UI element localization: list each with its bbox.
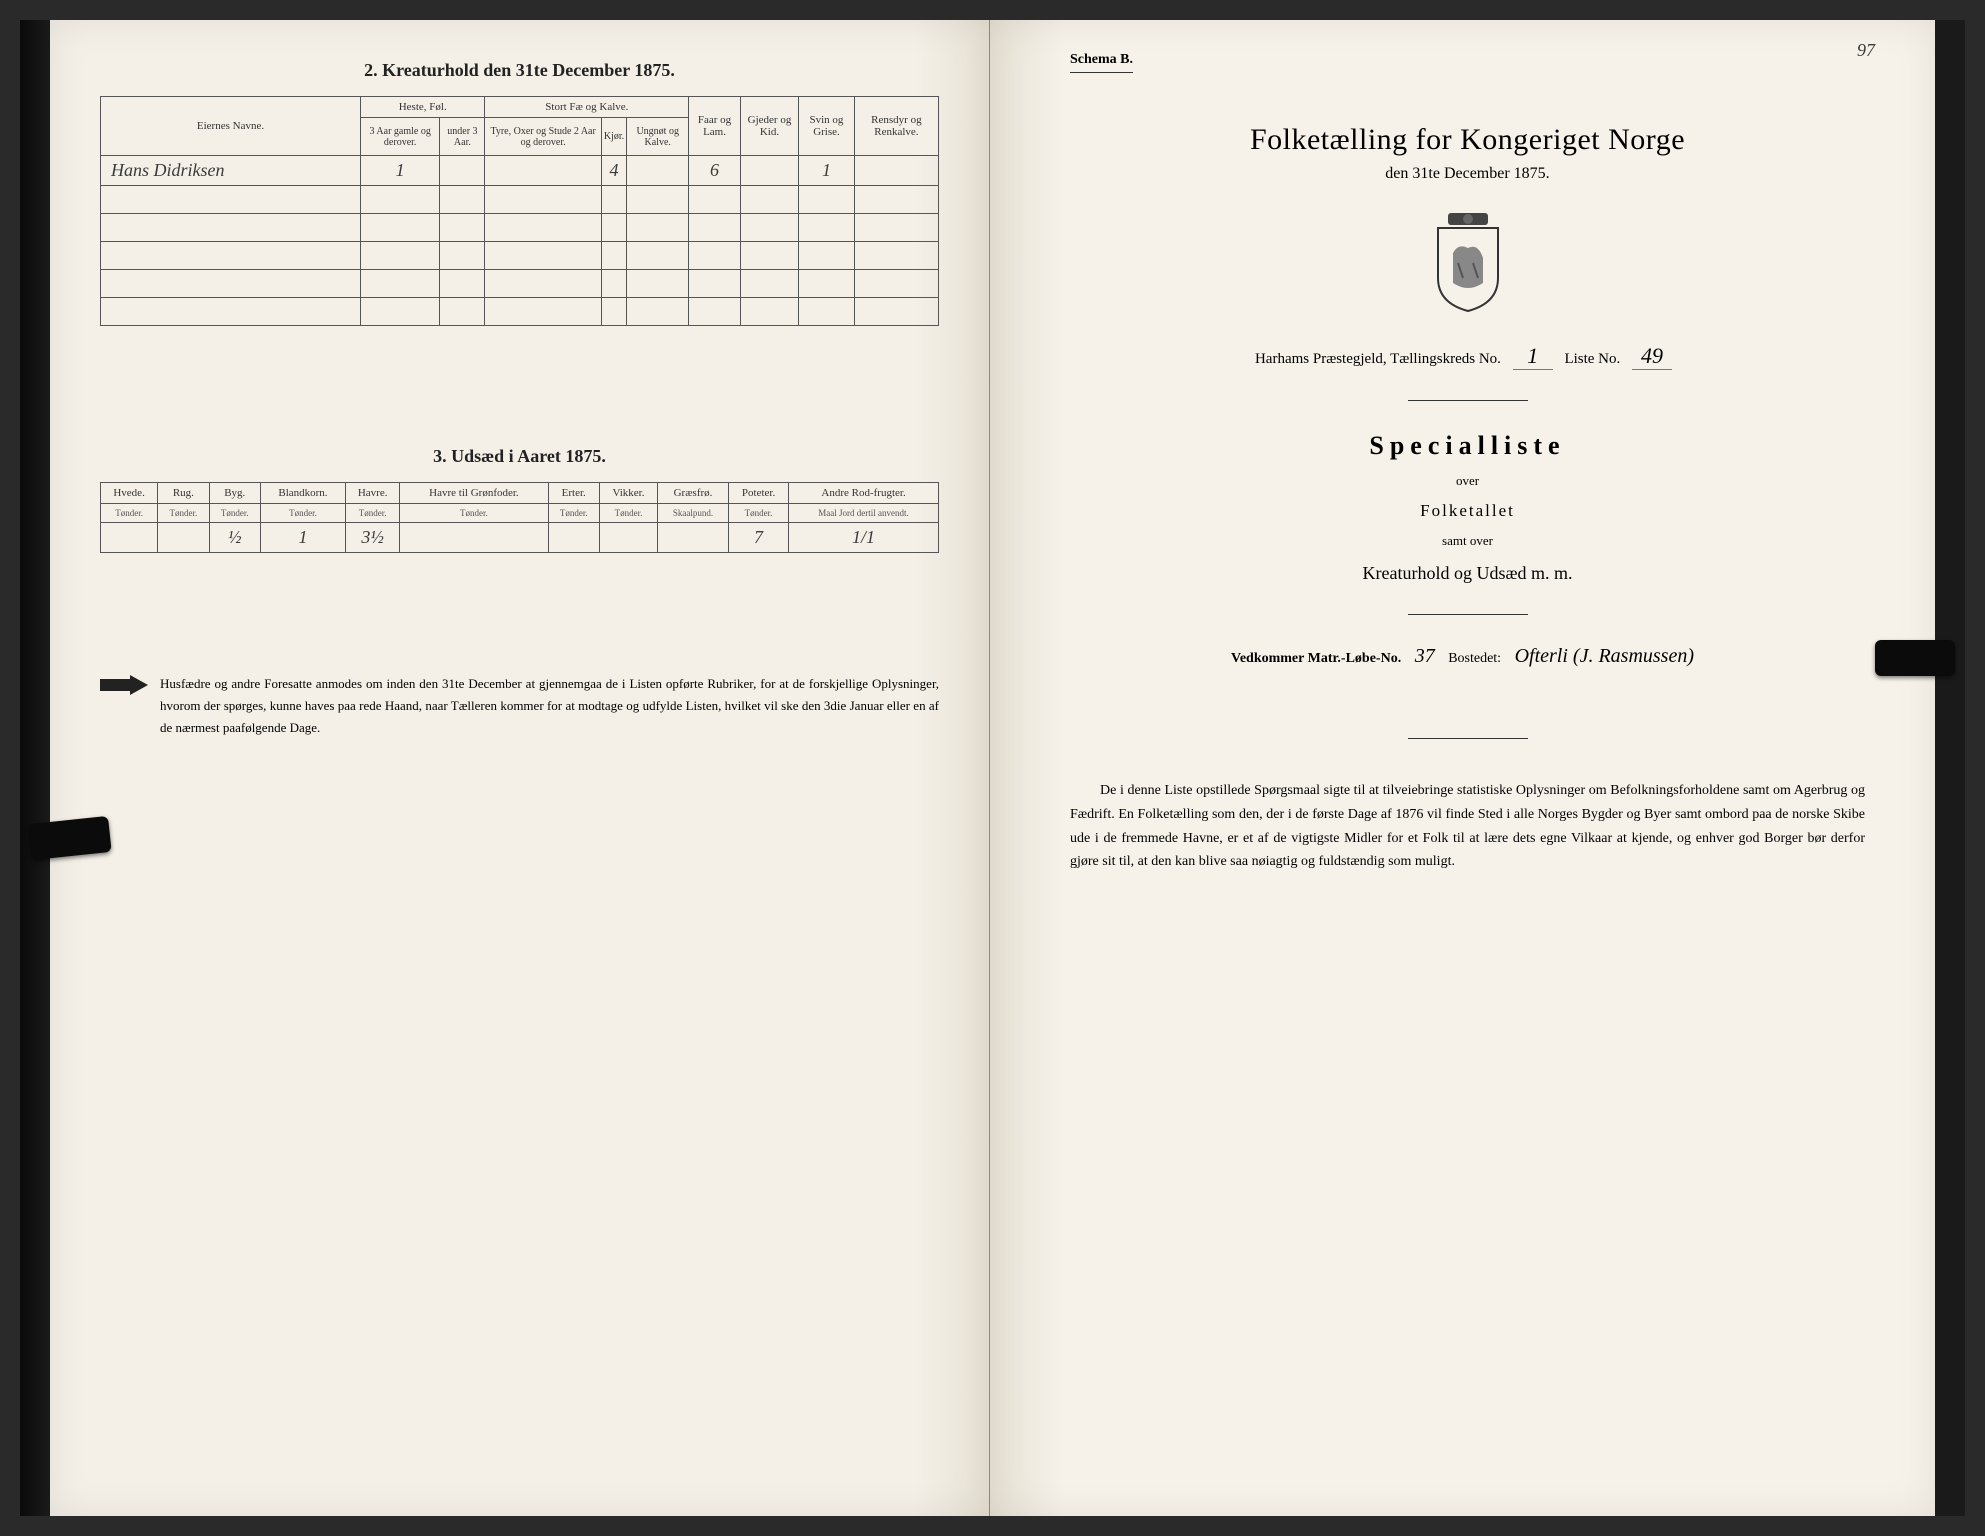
col-eiernes-navne: Eiernes Navne.	[101, 97, 361, 156]
sub-c1: Tyre, Oxer og Stude 2 Aar og derover.	[485, 118, 601, 156]
col-havregron: Havre til Grønfoder.	[400, 483, 548, 504]
col-bland: Blandkorn.	[260, 483, 345, 504]
meta-prefix: Harhams Præstegjeld, Tællingskreds No.	[1255, 351, 1501, 367]
cell-c2: 4	[601, 156, 626, 186]
vedkommer-label1: Vedkommer Matr.-Løbe-No.	[1231, 651, 1401, 666]
unit: Tønder.	[260, 504, 345, 523]
section2-title: 2. Kreaturhold den 31te December 1875.	[100, 60, 939, 81]
cell-hvede	[101, 523, 158, 553]
cell-h1: 1	[361, 156, 440, 186]
unit: Tønder.	[400, 504, 548, 523]
cell-havre: 3½	[345, 523, 399, 553]
cell-sheep: 6	[689, 156, 741, 186]
subtitle-date: den 31te December 1875.	[1070, 165, 1865, 183]
cell-c3	[627, 156, 689, 186]
meta-line: Harhams Præstegjeld, Tællingskreds No. 1…	[1070, 343, 1865, 370]
cell-h2	[440, 156, 485, 186]
table-row: Hans Didriksen 1 4 6 1	[101, 156, 939, 186]
left-page: 2. Kreaturhold den 31te December 1875. E…	[50, 20, 990, 1516]
unit: Tønder.	[101, 504, 158, 523]
kreds-number: 1	[1513, 343, 1553, 370]
pointing-hand-icon	[100, 675, 148, 695]
specialliste-title: Specialliste	[1070, 431, 1865, 461]
folketallet-label: Folketallet	[1070, 501, 1865, 521]
cell-rug	[158, 523, 209, 553]
footer-instructions: Husfædre og andre Foresatte anmodes om i…	[100, 673, 939, 739]
cell-havregron	[400, 523, 548, 553]
bostedet-label: Bostedet:	[1448, 651, 1501, 666]
kreaturhold-table: Eiernes Navne. Heste, Føl. Stort Fæ og K…	[100, 96, 939, 326]
unit: Tønder.	[345, 504, 399, 523]
explanatory-paragraph: De i denne Liste opstillede Spørgsmaal s…	[1070, 779, 1865, 874]
col-graes: Græsfrø.	[658, 483, 729, 504]
divider	[1408, 738, 1528, 739]
cell-c1	[485, 156, 601, 186]
sub-h1: 3 Aar gamle og derover.	[361, 118, 440, 156]
table-row: ½ 1 3½ 7 1/1	[101, 523, 939, 553]
right-page: 97 Schema B. Folketælling for Kongeriget…	[990, 20, 1935, 1516]
unit: Tønder.	[209, 504, 260, 523]
col-rensdyr: Rensdyr og Renkalve.	[854, 97, 938, 156]
unit: Maal Jord dertil anvendt.	[789, 504, 939, 523]
book-spine	[20, 20, 50, 1516]
coat-of-arms-icon	[1428, 213, 1508, 313]
samt-label: samt over	[1070, 533, 1865, 549]
cell-vikker	[599, 523, 657, 553]
binder-clip-left	[28, 816, 111, 860]
matr-lobe-no: 37	[1415, 645, 1435, 667]
footer-text: Husfædre og andre Foresatte anmodes om i…	[160, 676, 939, 735]
book-spread: 2. Kreaturhold den 31te December 1875. E…	[20, 20, 1965, 1516]
liste-label: Liste No.	[1564, 351, 1620, 367]
cell-andre: 1/1	[789, 523, 939, 553]
sub-c2: Kjør.	[601, 118, 626, 156]
unit: Skaalpund.	[658, 504, 729, 523]
cell-graes	[658, 523, 729, 553]
udsaed-table: Hvede. Rug. Byg. Blandkorn. Havre. Havre…	[100, 482, 939, 553]
cell-byg: ½	[209, 523, 260, 553]
liste-number: 49	[1632, 343, 1672, 370]
cell-goats	[740, 156, 798, 186]
section3-title: 3. Udsæd i Aaret 1875.	[100, 446, 939, 467]
col-poteter: Poteter.	[729, 483, 789, 504]
kreatur-label: Kreaturhold og Udsæd m. m.	[1070, 563, 1865, 584]
col-heste: Heste, Føl.	[361, 97, 485, 118]
owner-name: Hans Didriksen	[101, 156, 361, 186]
col-gjeder: Gjeder og Kid.	[740, 97, 798, 156]
schema-label: Schema B.	[1070, 52, 1133, 73]
col-rug: Rug.	[158, 483, 209, 504]
cell-pigs: 1	[799, 156, 855, 186]
page-number: 97	[1857, 40, 1875, 61]
col-stortfae: Stort Fæ og Kalve.	[485, 97, 689, 118]
cell-erter	[548, 523, 599, 553]
col-svin: Svin og Grise.	[799, 97, 855, 156]
unit: Tønder.	[548, 504, 599, 523]
over-label: over	[1070, 473, 1865, 489]
unit: Tønder.	[158, 504, 209, 523]
cell-bland: 1	[260, 523, 345, 553]
cell-poteter: 7	[729, 523, 789, 553]
main-title: Folketælling for Kongeriget Norge	[1070, 123, 1865, 157]
cell-reindeer	[854, 156, 938, 186]
col-havre: Havre.	[345, 483, 399, 504]
vedkommer-line: Vedkommer Matr.-Løbe-No. 37 Bostedet: Of…	[1070, 645, 1865, 668]
divider	[1408, 614, 1528, 615]
col-vikker: Vikker.	[599, 483, 657, 504]
binder-clip-right	[1875, 640, 1955, 676]
unit: Tønder.	[599, 504, 657, 523]
bostedet-value: Ofterli (J. Rasmussen)	[1515, 645, 1694, 667]
col-andre: Andre Rod-frugter.	[789, 483, 939, 504]
col-hvede: Hvede.	[101, 483, 158, 504]
unit: Tønder.	[729, 504, 789, 523]
divider	[1408, 400, 1528, 401]
sub-h2: under 3 Aar.	[440, 118, 485, 156]
sub-c3: Ungnøt og Kalve.	[627, 118, 689, 156]
col-faar: Faar og Lam.	[689, 97, 741, 156]
col-byg: Byg.	[209, 483, 260, 504]
col-erter: Erter.	[548, 483, 599, 504]
